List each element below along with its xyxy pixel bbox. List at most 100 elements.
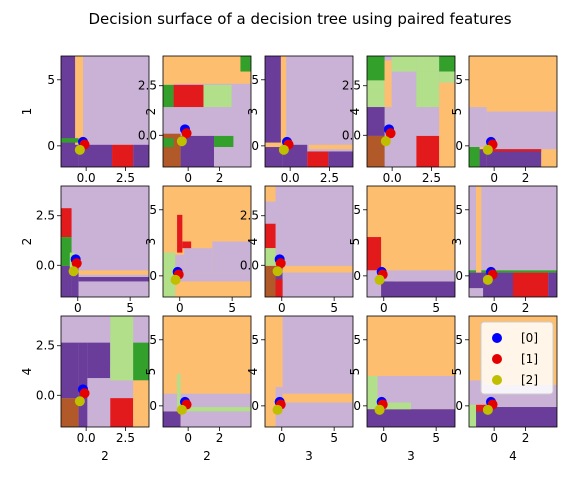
decision-region: [177, 373, 181, 412]
x-tick-label: 2.5: [116, 171, 135, 185]
subplot-2-3: 0 5 0 5 5 3: [348, 315, 456, 463]
y-tick-label: 0: [149, 269, 157, 283]
axes-frame: [366, 315, 456, 428]
x-tick-label: 2: [216, 431, 224, 445]
data-point-class2: [482, 274, 493, 285]
decision-region: [184, 248, 213, 273]
y-tick-label: 0: [47, 139, 55, 153]
decision-region: [163, 411, 181, 427]
subplot-1-2: 0 5 0.0 2.5 4: [240, 185, 354, 315]
legend-entry: [0]: [521, 331, 538, 345]
axes-frame: [468, 185, 558, 298]
decision-region: [469, 147, 480, 167]
decision-region: [265, 201, 276, 224]
y-axis-label: 5: [450, 368, 464, 376]
decision-regions: [367, 186, 455, 297]
data-point-class2: [74, 144, 85, 155]
figure-title: Decision surface of a decision tree usin…: [88, 10, 511, 28]
decision-region: [163, 252, 176, 297]
decision-region: [265, 147, 283, 167]
decision-regions: [265, 316, 353, 427]
decision-regions: [61, 56, 149, 167]
data-point-class2: [380, 136, 391, 147]
data-point-class2: [176, 136, 187, 147]
y-tick-label: 0: [149, 399, 157, 413]
x-tick-label: 2: [522, 431, 530, 445]
decision-region: [87, 316, 111, 343]
data-point-class2: [278, 144, 289, 155]
y-axis-label: 5: [348, 368, 362, 376]
y-tick-label: 5: [149, 333, 157, 347]
axes-frame: [162, 55, 252, 168]
decision-regions: [163, 316, 251, 427]
decision-region: [265, 56, 283, 148]
decision-region: [469, 380, 484, 405]
axes-frame: [264, 185, 354, 298]
decision-region: [203, 84, 232, 108]
data-point-class1: [385, 128, 396, 139]
decision-region: [391, 107, 417, 167]
decision-region: [391, 56, 417, 72]
x-axis-label: 3: [305, 449, 313, 463]
axes-frame: [264, 55, 354, 168]
y-axis-label: 5: [450, 108, 464, 116]
y-tick-label: 0: [455, 139, 463, 153]
decision-region: [367, 107, 385, 136]
y-tick-label: 2.5: [36, 209, 55, 223]
x-tick-label: 2: [522, 171, 530, 185]
data-point-class2: [482, 404, 493, 415]
decision-region: [182, 241, 192, 249]
data-point-class1: [275, 258, 286, 269]
decision-regions: [163, 186, 251, 297]
decision-region: [265, 248, 276, 266]
y-tick-label: 5: [353, 333, 361, 347]
y-axis-label: 3: [450, 238, 464, 246]
y-tick-label: 5: [47, 73, 55, 87]
decision-region: [476, 404, 489, 412]
y-axis-label: 4: [20, 368, 34, 376]
decision-region: [439, 56, 455, 72]
axes-frame: [468, 55, 558, 168]
x-tick-label: 5: [330, 301, 338, 315]
decision-region: [265, 265, 276, 297]
decision-regions: [61, 186, 149, 297]
x-tick-label: 0: [380, 301, 388, 315]
subplot-0-0: 0.0 2.5 0 5 1: [20, 55, 150, 185]
data-point-class2: [170, 274, 181, 285]
decision-region: [133, 342, 149, 381]
axes-frame: [162, 315, 252, 428]
decision-region: [133, 144, 149, 167]
decision-region: [367, 237, 382, 271]
decision-region: [265, 142, 283, 148]
legend-marker: [492, 354, 502, 364]
legend: [0] [1] [2]: [480, 321, 554, 395]
x-axis-label: 4: [509, 449, 517, 463]
decision-region: [175, 281, 251, 297]
data-point-class2: [272, 404, 283, 415]
decision-region: [214, 135, 234, 148]
decision-region: [548, 272, 557, 297]
y-tick-label: 0: [455, 269, 463, 283]
x-axis-label: 2: [203, 449, 211, 463]
y-tick-label: 0: [353, 269, 361, 283]
x-tick-label: 0: [278, 431, 286, 445]
decision-region: [87, 398, 111, 427]
decision-region: [377, 402, 411, 410]
decision-region: [177, 214, 183, 253]
decision-regions: [469, 186, 557, 297]
y-tick-label: 5: [455, 333, 463, 347]
y-tick-label: 5: [455, 73, 463, 87]
decision-region: [469, 404, 477, 427]
decision-region: [282, 265, 353, 273]
axes-frame: [60, 55, 150, 168]
x-tick-label: 2: [216, 171, 224, 185]
data-point-class2: [482, 144, 493, 155]
decision-region: [112, 144, 134, 167]
subplot-0-3: 0.0 2.5 0.0 2.5 4: [342, 55, 456, 185]
decision-region: [78, 277, 149, 282]
decision-region: [393, 270, 455, 282]
x-tick-label: 0: [74, 301, 82, 315]
decision-regions: [61, 316, 149, 427]
